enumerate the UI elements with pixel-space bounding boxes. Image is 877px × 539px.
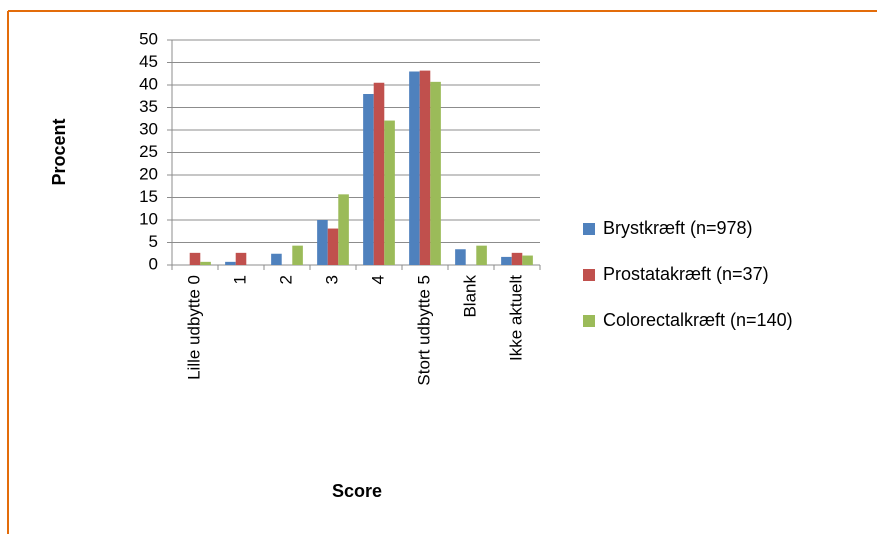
y-axis-label: Procent (49, 118, 69, 185)
x-tick-label: Lille udbytte 0 (184, 275, 203, 380)
bar (430, 81, 441, 265)
bar (200, 261, 211, 265)
y-tick-label: 15 (139, 187, 158, 206)
legend-swatch (583, 269, 595, 281)
bar (373, 82, 385, 265)
bar (338, 194, 349, 265)
x-tick-label: 1 (230, 275, 249, 284)
legend-swatch (583, 315, 595, 327)
y-tick-label: 40 (139, 74, 158, 93)
x-axis-label: Score (332, 481, 382, 501)
bar (317, 220, 328, 265)
bar (327, 228, 339, 265)
bar (384, 120, 395, 265)
bar (511, 252, 523, 265)
bar (501, 256, 512, 265)
y-tick-label: 5 (149, 232, 158, 251)
bar (455, 249, 466, 265)
x-tick-label: 3 (322, 275, 341, 284)
bar (225, 261, 236, 265)
y-tick-label: 20 (139, 164, 158, 183)
y-tick-label: 45 (139, 52, 158, 71)
legend-label: Prostatakræft (n=37) (603, 264, 769, 284)
legend-swatch (583, 223, 595, 235)
x-tick-label: 4 (368, 275, 387, 284)
x-tick-label: 2 (276, 275, 295, 284)
y-tick-label: 50 (139, 29, 158, 48)
bar (522, 255, 533, 265)
y-tick-label: 25 (139, 142, 158, 161)
bar (419, 70, 431, 265)
y-tick-label: 0 (149, 254, 158, 273)
x-tick-label: Stort udbytte 5 (414, 275, 433, 386)
x-tick-label: Ikke aktuelt (506, 275, 525, 361)
legend-label: Colorectalkræft (n=140) (603, 310, 793, 330)
bar (189, 252, 201, 265)
bar (271, 253, 282, 265)
y-tick-label: 30 (139, 119, 158, 138)
x-tick-label: Blank (460, 275, 479, 318)
bar (292, 245, 303, 265)
legend-label: Brystkræft (n=978) (603, 218, 753, 238)
y-tick-label: 10 (139, 209, 158, 228)
bar (235, 252, 247, 265)
y-tick-label: 35 (139, 97, 158, 116)
bar (409, 71, 420, 265)
bar (363, 94, 374, 265)
bar (476, 245, 487, 265)
